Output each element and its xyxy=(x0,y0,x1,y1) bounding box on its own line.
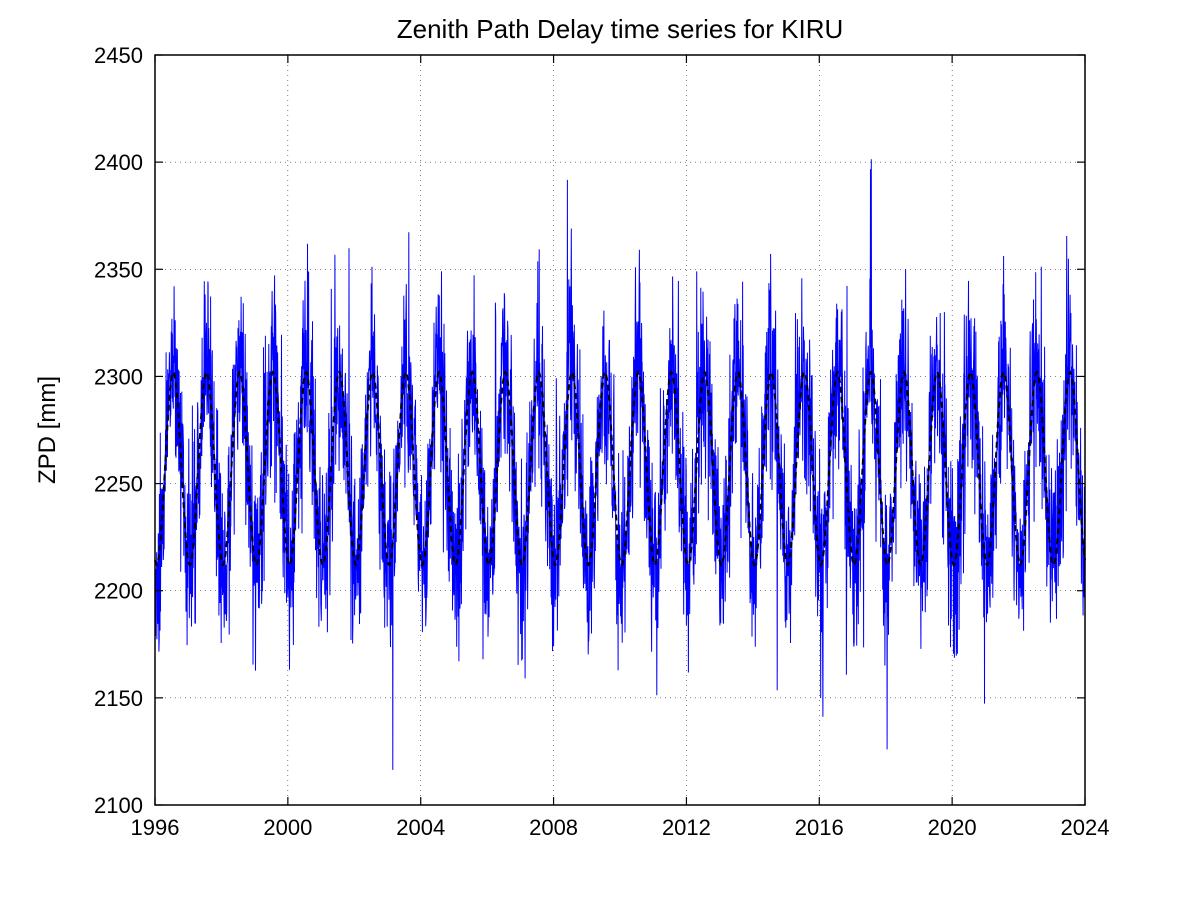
xtick-label: 2020 xyxy=(928,815,977,840)
ytick-label: 2400 xyxy=(94,150,143,175)
xtick-label: 2024 xyxy=(1061,815,1110,840)
ytick-label: 2300 xyxy=(94,364,143,389)
chart-title: Zenith Path Delay time series for KIRU xyxy=(397,14,844,44)
ytick-label: 2150 xyxy=(94,686,143,711)
chart-svg: Zenith Path Delay time series for KIRU Z… xyxy=(0,0,1201,901)
xtick-label: 2000 xyxy=(263,815,312,840)
chart-container: Zenith Path Delay time series for KIRU Z… xyxy=(0,0,1201,901)
ytick-label: 2450 xyxy=(94,43,143,68)
xtick-label: 2008 xyxy=(529,815,578,840)
ytick-label: 2200 xyxy=(94,579,143,604)
xtick-label: 2016 xyxy=(795,815,844,840)
xtick-label: 2004 xyxy=(396,815,445,840)
ytick-label: 2250 xyxy=(94,472,143,497)
ytick-label: 2100 xyxy=(94,793,143,818)
y-axis-label: ZPD [mm] xyxy=(34,376,61,484)
xtick-label: 2012 xyxy=(662,815,711,840)
xtick-label: 1996 xyxy=(131,815,180,840)
ytick-label: 2350 xyxy=(94,257,143,282)
